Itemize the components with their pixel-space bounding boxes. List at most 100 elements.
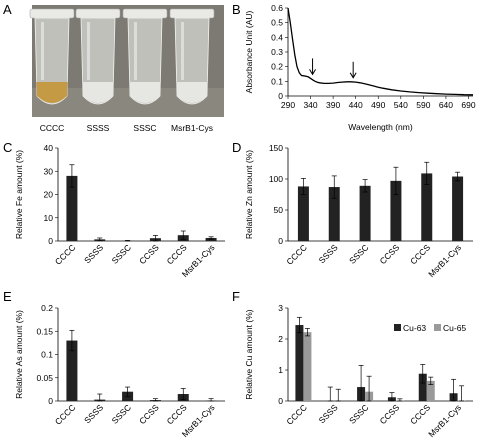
y-tick-label-1: 1 <box>278 365 283 375</box>
y-tick-label-100: 100 <box>269 174 283 184</box>
x-tick-label-sssc: SSSC <box>347 242 370 265</box>
y-tick-label-0: 0 <box>48 396 53 406</box>
y-tick-label-0-6: 0.6 <box>271 3 283 13</box>
x-axis-title: Wavelength (nm) <box>348 122 413 132</box>
x-tick-label-cccs: CCCS <box>408 402 432 426</box>
legend-swatch-cu-63 <box>394 324 401 331</box>
y-axis-title: Relative Fe amount (%) <box>14 150 24 239</box>
tube-photograph: CCCC SSSS SSSC MsrB1-Cys <box>29 5 224 133</box>
y-tick-label-0-1: 0.1 <box>271 76 283 86</box>
fe-bar-chart: 0 10 20 30 40 Relative Fe amount (%) CCCC SSSS S… <box>14 143 225 279</box>
bar-ccss-value <box>390 180 402 241</box>
x-tick-label-690: 690 <box>461 100 475 110</box>
x-tick-label-msrb1-cys: MsrB1-Cys <box>426 242 463 279</box>
x-tick-label-cccs: CCCS <box>408 242 432 266</box>
tube-cap-msrb1-cys <box>169 8 215 19</box>
x-tick-label-590: 590 <box>416 100 430 110</box>
bar-cccc-value <box>297 186 309 241</box>
y-axis-title: Relative Cu amount (%) <box>244 309 254 399</box>
y-tick-label-0: 0 <box>48 236 53 246</box>
bar-cccc-cu-65 <box>303 332 312 401</box>
tube-liquid-ssss <box>82 82 114 103</box>
legend-label-cu-63: Cu-63 <box>403 323 426 333</box>
x-tick-label-ssss: SSSS <box>82 402 105 425</box>
bar-cccc-cu-63 <box>295 325 304 401</box>
tube-liquid-cccc <box>36 82 68 103</box>
bar-msrb1-cys-value <box>452 176 464 241</box>
y-tick-label-3: 3 <box>278 303 283 313</box>
y-tick-label-0-2: 0.2 <box>271 62 283 72</box>
bar-cccc-value <box>66 175 78 241</box>
bar-cccs-value <box>421 173 433 241</box>
bar-cccs-cu-65 <box>426 380 435 401</box>
x-tick-label-cccc: CCCC <box>284 242 308 266</box>
tube-highlight-ssss <box>87 22 90 80</box>
x-tick-label-ccss: CCSS <box>137 402 161 426</box>
arrow-head-1 <box>309 69 316 76</box>
y-axis-title: Relative As amount (%) <box>14 310 24 399</box>
panel-letter-b: B <box>232 2 241 17</box>
x-tick-label-440: 440 <box>349 100 363 110</box>
x-tick-label-ccss: CCSS <box>378 242 402 266</box>
x-tick-label-640: 640 <box>439 100 453 110</box>
y-tick-label-10: 10 <box>44 213 54 223</box>
y-tick-label-0-2: 0.2 <box>41 303 53 313</box>
x-tick-label-ccss: CCSS <box>378 402 402 426</box>
x-tick-label-cccc: CCCC <box>53 402 77 426</box>
legend-label-cu-65: Cu-65 <box>443 323 466 333</box>
x-tick-label-cccc: CCCC <box>284 402 308 426</box>
bar-cccs-cu-63 <box>418 373 427 401</box>
y-tick-label-0-05: 0.05 <box>36 373 53 383</box>
y-tick-label-150: 150 <box>269 143 283 153</box>
zn-bar-chart: 0 50 100 150 Relative Zn amount (%) CCCC SSSS S… <box>244 143 473 279</box>
y-tick-label-2: 2 <box>278 334 283 344</box>
x-tick-label-cccs: CCCS <box>165 402 189 426</box>
panel-letter-c: C <box>3 140 12 155</box>
y-tick-label-50: 50 <box>274 205 284 215</box>
x-tick-label-490: 490 <box>371 100 385 110</box>
absorbance-line <box>287 7 474 96</box>
y-tick-label-0-1: 0.1 <box>41 350 53 360</box>
tube-label-sssc: SSSC <box>133 123 156 133</box>
y-tick-label-0: 0 <box>278 396 283 406</box>
panel-letter-d: D <box>232 140 241 155</box>
x-tick-label-sssc: SSSC <box>110 402 133 425</box>
tube-highlight-sssc <box>134 22 137 80</box>
tube-label-msrb1-cys: MsrB1-Cys <box>171 123 213 133</box>
y-tick-label-0-15: 0.15 <box>36 326 53 336</box>
x-tick-label-cccc: CCCC <box>53 242 77 266</box>
absorbance-spectrum-chart: 0 0.1 0.2 0.3 0.4 0.5 0.6 290 340 390 440 490 540 590… <box>244 3 476 132</box>
panel-letter-e: E <box>3 289 12 304</box>
x-tick-label-msrb1-cys: MsrB1-Cys <box>426 402 463 439</box>
arrow-head-2 <box>349 72 357 79</box>
x-tick-label-290: 290 <box>281 100 295 110</box>
x-tick-label-540: 540 <box>394 100 408 110</box>
tube-highlight-msrb1-cys <box>181 22 184 80</box>
x-tick-label-390: 390 <box>326 100 340 110</box>
x-tick-label-sssc: SSSC <box>110 242 133 265</box>
y-tick-label-0-4: 0.4 <box>271 32 283 42</box>
y-tick-label-0-3: 0.3 <box>271 47 283 57</box>
panel-letter-f: F <box>232 289 240 304</box>
x-tick-label-cccs: CCCS <box>165 242 189 266</box>
tube-highlight-cccc <box>41 22 44 80</box>
y-tick-label-40: 40 <box>44 143 54 153</box>
as-bar-chart: 0 0.05 0.1 0.15 0.2 Relative As amount (%) CCC… <box>14 303 225 439</box>
y-tick-label-0-5: 0.5 <box>271 18 283 28</box>
bar-cccc-value <box>66 340 78 401</box>
x-tick-label-ssss: SSSS <box>82 242 105 265</box>
x-tick-label-ssss: SSSS <box>317 242 340 265</box>
x-tick-label-340: 340 <box>303 100 317 110</box>
y-tick-label-30: 30 <box>44 166 54 176</box>
y-axis-title: Relative Zn amount (%) <box>244 150 254 239</box>
cu-bar-chart: 0 1 2 3 Relative Cu amount (%) CCCC SSSS SSSC CC… <box>244 303 473 439</box>
legend-swatch-cu-65 <box>434 324 441 331</box>
x-tick-label-ccss: CCSS <box>137 242 161 266</box>
tube-label-cccc: CCCC <box>40 123 65 133</box>
tube-cap-cccc <box>29 8 75 19</box>
panel-letter-a: A <box>3 2 12 17</box>
tube-label-ssss: SSSS <box>87 123 110 133</box>
x-tick-label-ssss: SSSS <box>317 402 340 425</box>
bar-ssss-value <box>328 187 340 241</box>
